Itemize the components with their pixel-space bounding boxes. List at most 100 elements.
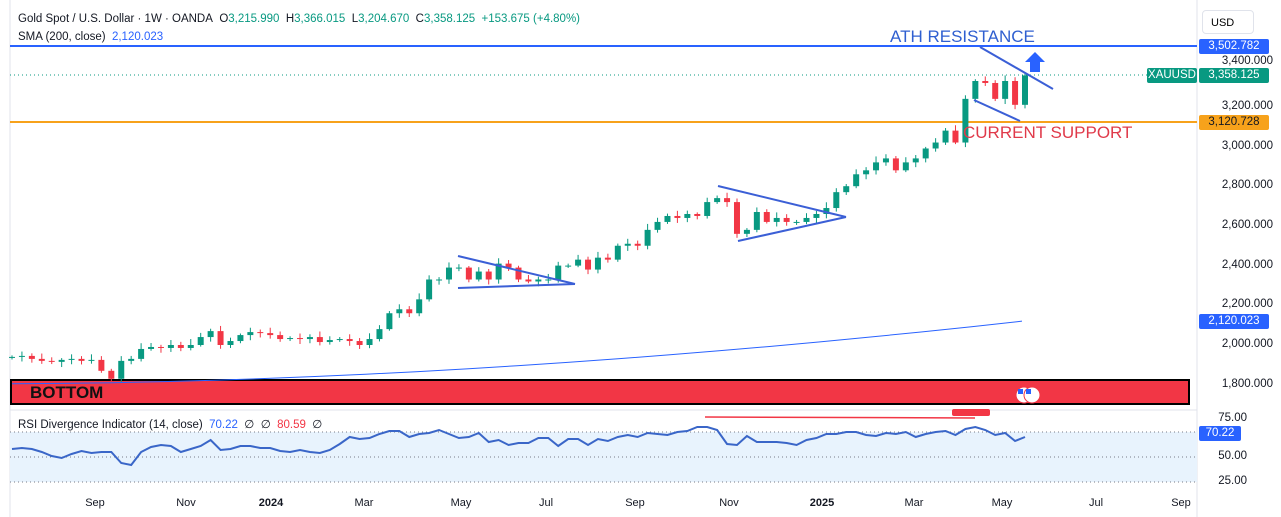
time-tick: May — [991, 497, 1013, 509]
rsi-tick: 75.00 — [1218, 412, 1247, 424]
candle — [882, 158, 889, 163]
rsi-value: 70.22 — [209, 419, 238, 431]
bottom-zone — [10, 379, 1190, 405]
candle — [753, 212, 760, 230]
time-tick: 2025 — [809, 497, 835, 509]
candle — [48, 360, 55, 362]
candle — [942, 130, 949, 143]
candle — [565, 265, 572, 267]
candle — [257, 332, 264, 334]
candle — [68, 358, 75, 360]
candle — [157, 346, 164, 348]
candle — [525, 279, 532, 282]
candle — [674, 215, 681, 218]
rsi-line — [11, 425, 1026, 467]
divergence-label — [952, 409, 990, 416]
time-tick: Nov — [176, 497, 196, 509]
time-tick: Sep — [625, 497, 645, 509]
last-price-tag: 3,358.125 — [1199, 68, 1269, 83]
up-arrow-icon — [1025, 52, 1045, 72]
candle — [535, 279, 542, 282]
candle — [227, 341, 234, 345]
sma-line — [11, 320, 1023, 385]
candle — [28, 355, 35, 359]
rsi-symbol: ∅ — [244, 419, 255, 431]
trendline — [973, 99, 1021, 122]
price-tick: 3,000.000 — [1221, 139, 1273, 152]
ticker-tag: XAUUSD — [1147, 68, 1197, 83]
rsi-divergence-value: 80.59 — [277, 419, 306, 431]
rsi-tick: 50.00 — [1218, 450, 1247, 462]
symbol-title: Gold Spot / U.S. Dollar · 1W · OANDA — [18, 13, 213, 25]
candle — [634, 243, 641, 246]
current-support-label: CURRENT SUPPORT — [963, 123, 1133, 142]
candle — [614, 245, 621, 260]
price-tick: 3,400.000 — [1221, 55, 1273, 67]
candle — [664, 215, 671, 222]
candle — [465, 267, 472, 280]
divergence-line — [704, 416, 976, 419]
sma-value: 2,120.023 — [111, 31, 164, 43]
time-tick: Sep — [85, 497, 105, 509]
time-tick: May — [450, 497, 472, 509]
candle — [575, 259, 582, 266]
candle — [118, 360, 125, 379]
price-tick: 3,200.000 — [1221, 99, 1273, 112]
candle — [346, 339, 353, 342]
candle — [1012, 80, 1019, 105]
open-label: O — [219, 13, 229, 25]
candle — [743, 229, 750, 234]
candle — [326, 340, 333, 343]
time-tick: Mar — [354, 497, 374, 509]
rsi-value-tag: 70.22 — [1199, 426, 1241, 441]
candle — [773, 217, 780, 222]
low-label: L — [351, 13, 359, 25]
candle — [654, 221, 661, 230]
candle — [823, 208, 830, 214]
candle — [932, 142, 939, 149]
candle — [684, 213, 691, 218]
time-tick: Nov — [719, 497, 739, 509]
flag-canton — [1018, 389, 1023, 394]
candle — [594, 257, 601, 270]
high-label: H — [285, 13, 295, 25]
candle — [952, 130, 959, 143]
sma-label: SMA (200, close) — [18, 31, 106, 43]
candle — [187, 345, 194, 348]
candle — [336, 339, 343, 341]
candle — [316, 337, 323, 343]
candle — [416, 299, 423, 314]
candle — [306, 337, 313, 340]
currency-selector[interactable]: USD — [1202, 10, 1254, 34]
candle — [78, 358, 85, 361]
candle — [992, 82, 999, 99]
trendline — [457, 255, 576, 285]
candle — [813, 213, 820, 218]
candle — [207, 331, 214, 338]
candle — [644, 229, 651, 246]
sma-price-tag: 2,120.023 — [1199, 314, 1269, 329]
candle — [972, 80, 979, 99]
rsi-legend[interactable]: RSI Divergence Indicator (14, close) 70.… — [18, 417, 323, 431]
candle — [177, 345, 184, 348]
open-value: 3,215.990 — [228, 13, 280, 25]
candle — [247, 332, 254, 336]
change-value: +153.675 (+4.80%) — [481, 13, 581, 25]
candle — [18, 355, 25, 357]
ath-price-tag: 3,502.782 — [1199, 39, 1269, 54]
price-tick: 2,800.000 — [1221, 179, 1273, 192]
candle — [843, 186, 850, 193]
candle — [376, 329, 383, 340]
candle — [892, 158, 899, 171]
time-tick: Mar — [904, 497, 924, 509]
rsi-symbol: ∅ — [260, 419, 271, 431]
price-tick: 2,000.000 — [1221, 338, 1273, 350]
trendline — [737, 216, 847, 242]
candle — [793, 221, 800, 223]
sma-legend[interactable]: SMA (200, close) 2,120.023 — [18, 31, 163, 43]
ath-resistance-label: ATH RESISTANCE — [890, 27, 1035, 46]
candle — [863, 170, 870, 175]
candle — [803, 217, 810, 222]
time-tick: Jul — [1088, 497, 1104, 509]
